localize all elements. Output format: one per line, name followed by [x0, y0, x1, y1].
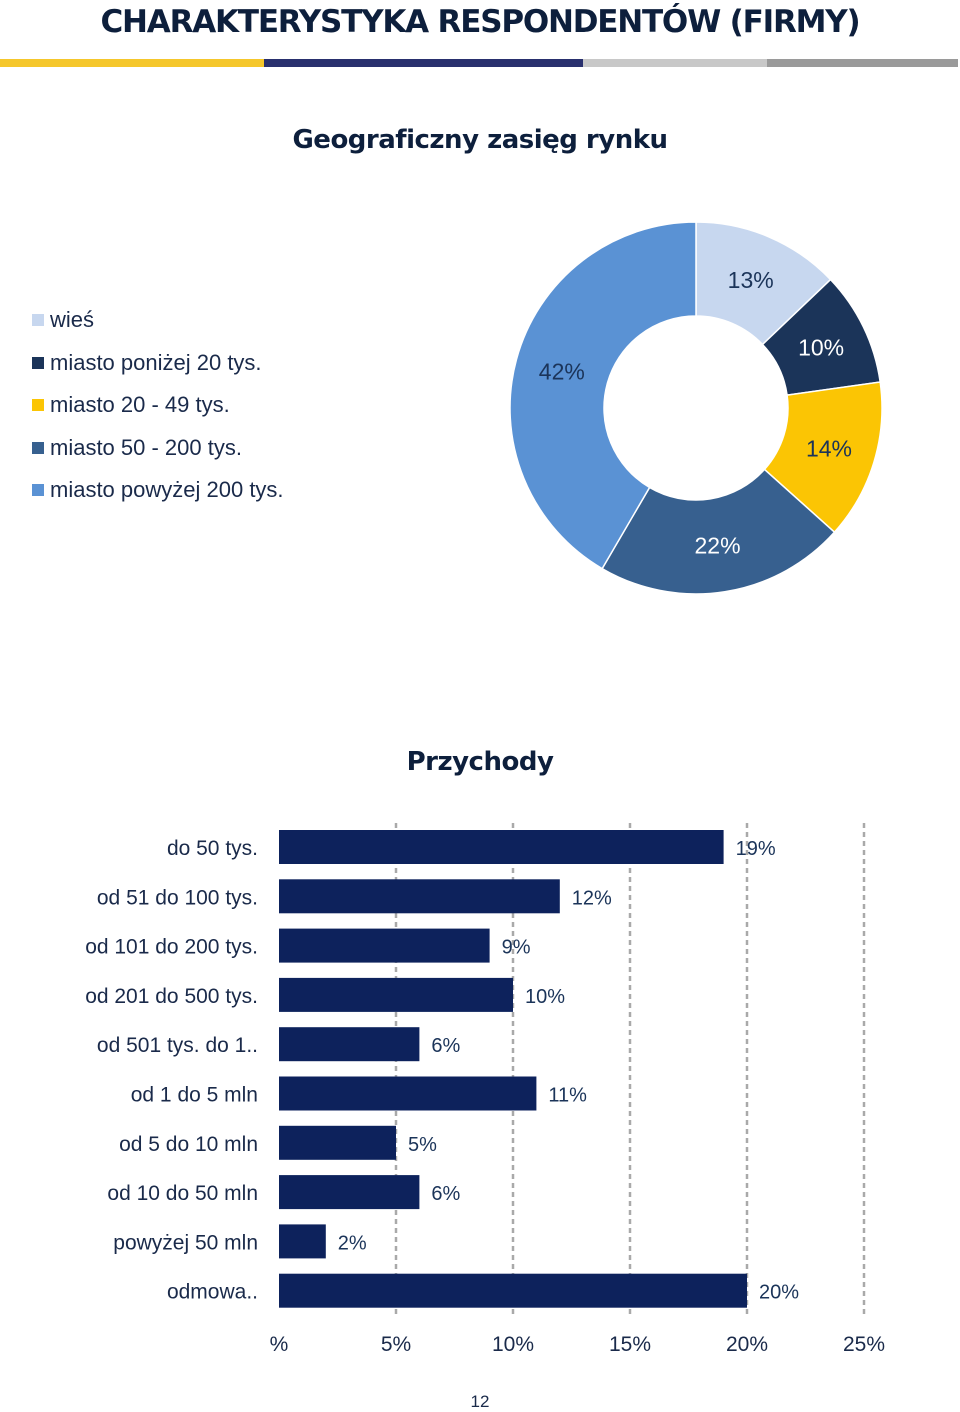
category-label: od 5 do 10 mln [119, 1133, 258, 1156]
bar-data-label: 6% [431, 1035, 460, 1057]
bar-chart-title: Przychody [406, 747, 554, 777]
x-tick-label: 20% [726, 1333, 768, 1356]
bar [279, 1224, 326, 1259]
bar-data-label: 19% [736, 838, 776, 860]
category-label: od 1 do 5 mln [131, 1084, 258, 1107]
bar-data-label: 10% [525, 986, 565, 1008]
bar [279, 1175, 420, 1210]
legend-label: wieś [50, 307, 95, 332]
legend-swatch [32, 441, 44, 454]
bar [279, 1076, 537, 1111]
x-tick-label: 25% [843, 1333, 885, 1356]
category-label: od 51 do 100 tys. [97, 886, 258, 909]
category-label: odmowa.. [167, 1281, 258, 1304]
x-tick-label: 10% [492, 1333, 534, 1356]
category-label: od 10 do 50 mln [107, 1182, 258, 1205]
bar [279, 830, 724, 864]
header-stripe-1 [0, 59, 264, 67]
category-label: od 501 tys. do 1.. [97, 1034, 258, 1057]
category-label: do 50 tys. [167, 837, 258, 860]
legend-swatch [32, 484, 44, 496]
bar-data-label: 6% [431, 1183, 460, 1205]
donut-data-label: 14% [806, 435, 852, 461]
legend-swatch [32, 356, 44, 369]
donut-chart-title: Geograficzny zasięg rynku [292, 125, 668, 155]
bar [279, 1027, 420, 1062]
donut-data-label: 13% [728, 267, 774, 293]
donut-data-label: 10% [798, 334, 844, 360]
legend-swatch [32, 314, 44, 326]
page-title: CHARAKTERYSTYKA RESPONDENTÓW (FIRMY) [100, 4, 861, 40]
header-stripe-4 [767, 59, 958, 67]
category-label: od 201 do 500 tys. [85, 985, 258, 1008]
bar-data-label: 5% [408, 1134, 437, 1156]
bar [279, 879, 560, 914]
donut-data-label: 22% [695, 532, 741, 558]
legend-label: miasto 20 - 49 tys. [50, 392, 230, 417]
legend-label: miasto powyżej 200 tys. [50, 477, 284, 502]
bar [279, 977, 513, 1012]
donut-slice [601, 468, 836, 595]
bar-data-label: 11% [548, 1085, 587, 1107]
donut-chart: 13% 10% 14% 22% 42% [509, 221, 883, 595]
header-stripe-2 [264, 59, 583, 67]
page-number: 12 [470, 1392, 490, 1411]
bar [279, 928, 490, 963]
category-label: od 101 do 200 tys. [85, 936, 258, 959]
bar-chart: do 50 tys. 19% od 51 do 100 tys. 12% od 101 … [85, 823, 885, 1356]
x-tick-label: 5% [381, 1333, 411, 1356]
legend-label: miasto 50 - 200 tys. [50, 434, 242, 460]
donut-data-label: 42% [539, 359, 585, 385]
legend-label: miasto poniżej 20 tys. [50, 349, 262, 375]
header-stripe-3 [583, 59, 767, 67]
bar-data-label: 20% [759, 1282, 799, 1304]
x-tick-label: 15% [609, 1333, 651, 1356]
category-label: powyżej 50 mln [113, 1231, 258, 1254]
x-tick-label: % [270, 1333, 289, 1356]
legend-swatch [32, 399, 44, 411]
bar [279, 1273, 747, 1308]
donut-slice [509, 221, 697, 570]
bar [279, 1125, 396, 1160]
bar-data-label: 2% [338, 1232, 367, 1254]
bar-data-label: 9% [502, 937, 531, 959]
bar-data-label: 12% [572, 887, 612, 909]
